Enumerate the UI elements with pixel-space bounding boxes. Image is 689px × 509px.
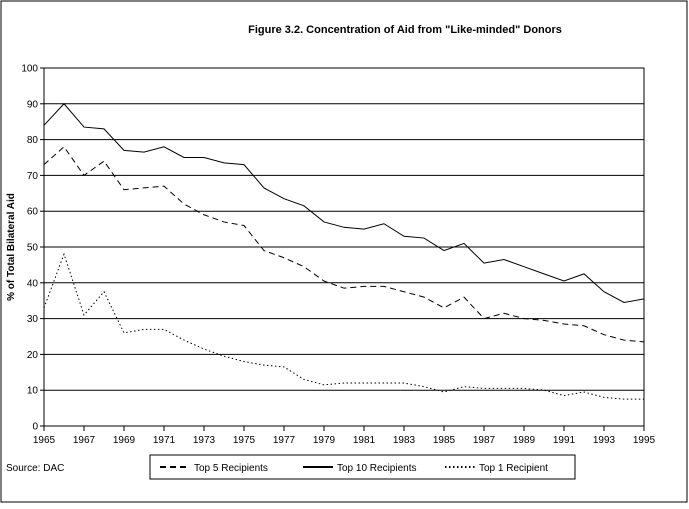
plot-area — [43, 67, 645, 427]
y-tick-label: 60 — [27, 207, 39, 218]
x-tick-label: 1983 — [393, 435, 416, 446]
x-tick-label: 1965 — [33, 435, 56, 446]
x-tick-label: 1995 — [633, 435, 656, 446]
data-line — [43, 146, 645, 343]
y-tick-label: 100 — [21, 64, 38, 75]
y-tick-label: 0 — [32, 422, 38, 433]
source-note: Source: DAC — [6, 463, 64, 474]
x-tick-label: 1969 — [113, 435, 136, 446]
x-tick-label: 1973 — [193, 435, 216, 446]
y-tick-label: 10 — [27, 386, 39, 397]
x-tick-label: 1991 — [553, 435, 576, 446]
x-tick-label: 1981 — [353, 435, 376, 446]
x-tick-label: 1993 — [593, 435, 616, 446]
legend-box — [149, 454, 576, 480]
x-tick-label: 1967 — [73, 435, 96, 446]
data-line — [43, 103, 645, 304]
y-tick-label: 20 — [27, 350, 39, 361]
chart-title: Figure 3.2. Concentration of Aid from "L… — [248, 24, 562, 36]
data-line — [43, 252, 644, 400]
x-tick-label: 1971 — [153, 435, 176, 446]
x-tick-label: 1985 — [433, 435, 456, 446]
y-tick-label: 70 — [27, 171, 39, 182]
legend-label: Top 1 Recipient — [479, 463, 548, 474]
y-tick-label: 50 — [27, 243, 39, 254]
x-tick-label: 1975 — [233, 435, 256, 446]
legend-label: Top 10 Recipients — [337, 463, 417, 474]
x-tick-label: 1979 — [313, 435, 336, 446]
x-tick-label: 1987 — [473, 435, 496, 446]
y-tick-label: 30 — [27, 314, 39, 325]
legend-label: Top 5 Recipients — [194, 463, 268, 474]
x-tick-label: 1977 — [273, 435, 296, 446]
y-tick-label: 40 — [27, 278, 39, 289]
y-axis-label: % of Total Bilateral Aid — [6, 193, 17, 301]
x-tick-label: 1989 — [513, 435, 536, 446]
y-tick-label: 90 — [27, 99, 39, 110]
y-tick-label: 80 — [27, 135, 39, 146]
